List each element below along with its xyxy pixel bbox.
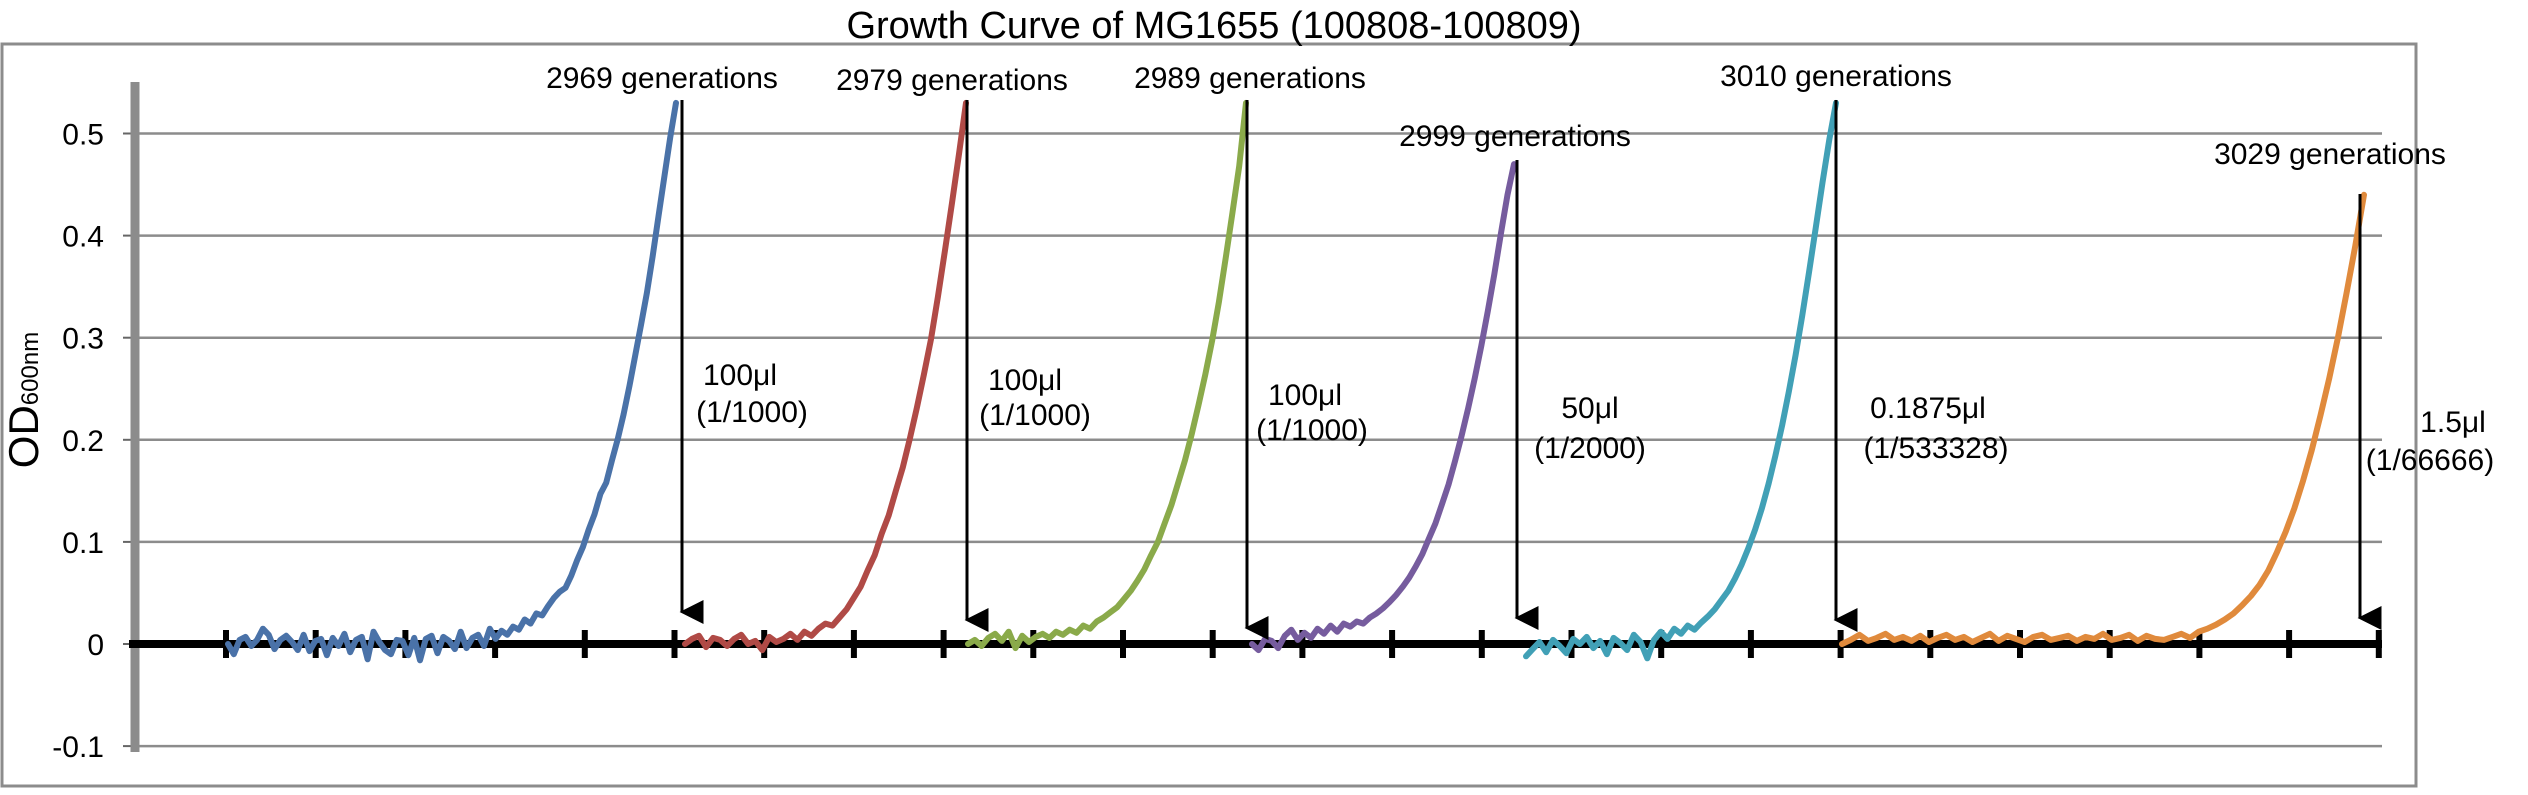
gridlines bbox=[137, 132, 2382, 748]
dilution-ratio-label-6: (1/66666) bbox=[2366, 444, 2494, 477]
dilution-volume-label-4: 50μl bbox=[1561, 392, 1618, 425]
dilution-volume-label-6: 1.5μl bbox=[2420, 406, 2486, 439]
dilution-ratio-label-1: (1/1000) bbox=[696, 396, 808, 429]
y-axis-label-main: OD bbox=[0, 405, 47, 468]
y-tick-label: 0.4 bbox=[62, 221, 104, 254]
dilution-volume-label-1: 100μl bbox=[703, 359, 777, 392]
series-line-6 bbox=[1839, 191, 2367, 647]
y-tick-label: 0.2 bbox=[62, 425, 104, 458]
y-tick-label: 0.5 bbox=[62, 119, 104, 152]
generation-label-6: 3029 generations bbox=[2214, 138, 2446, 171]
series-line-3 bbox=[965, 99, 1249, 652]
y-axis-label: OD600nm bbox=[0, 332, 47, 468]
generation-label-1: 2969 generations bbox=[546, 62, 778, 95]
y-tick-label: 0 bbox=[87, 629, 104, 662]
dilution-volume-label-5: 0.1875μl bbox=[1870, 392, 1986, 425]
dilution-ratio-label-5: (1/533328) bbox=[1863, 432, 2008, 465]
dilution-ratio-label-2: (1/1000) bbox=[979, 399, 1091, 432]
y-axis-label-subscript: 600nm bbox=[17, 332, 44, 405]
dilution-ratio-label-3: (1/1000) bbox=[1256, 414, 1368, 447]
y-tick-label: -0.1 bbox=[52, 731, 104, 764]
data-series bbox=[225, 99, 2367, 664]
y-tick-labels: 0.5 0.4 0.3 0.2 0.1 0 -0.1 bbox=[52, 119, 104, 765]
axes bbox=[123, 82, 2382, 752]
y-tick-label: 0.3 bbox=[62, 323, 104, 356]
chart-frame bbox=[0, 42, 2418, 788]
series-line-4 bbox=[1249, 161, 1517, 654]
series-line-1 bbox=[225, 99, 679, 664]
y-tick-label: 0.1 bbox=[62, 527, 104, 560]
chart-title: Growth Curve of MG1655 (100808-100809) bbox=[846, 5, 1581, 47]
series-line-2 bbox=[682, 99, 969, 654]
generation-label-5: 3010 generations bbox=[1720, 60, 1952, 93]
dilution-ratio-label-4: (1/2000) bbox=[1534, 432, 1646, 465]
series-line-5 bbox=[1523, 99, 1839, 662]
dilution-volume-label-3: 100μl bbox=[1268, 379, 1342, 412]
generation-label-2: 2979 generations bbox=[836, 64, 1068, 97]
generation-label-3: 2989 generations bbox=[1134, 62, 1366, 95]
generation-label-4: 2999 generations bbox=[1399, 120, 1631, 153]
dilution-volume-label-2: 100μl bbox=[988, 364, 1062, 397]
